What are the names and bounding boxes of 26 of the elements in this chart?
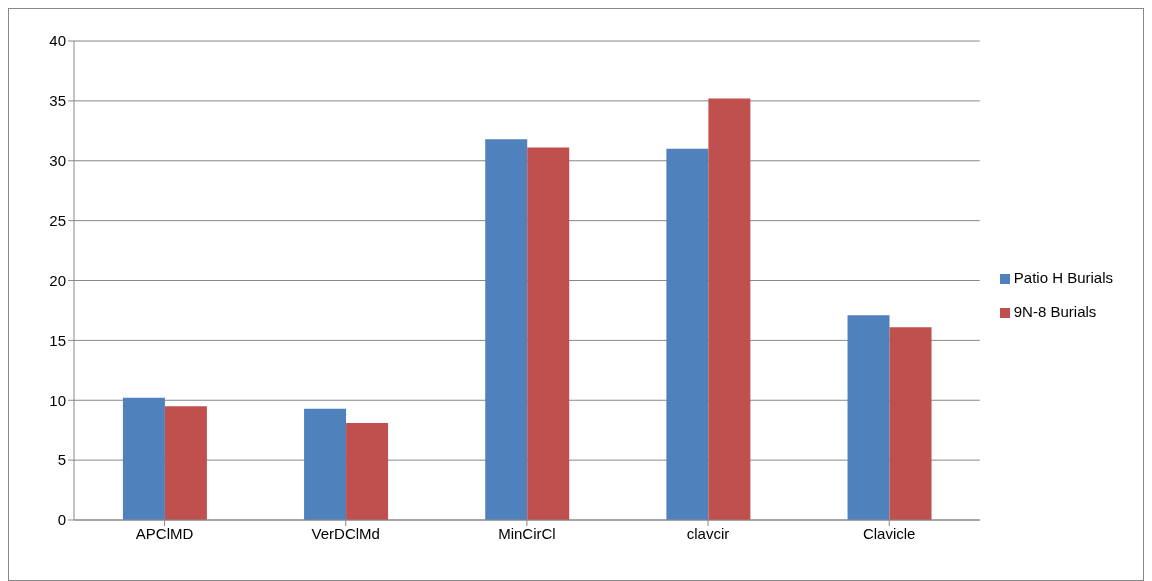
y-tick-label: 10 [49, 391, 66, 409]
y-tick-label: 15 [49, 331, 66, 349]
x-tick-label: clavcir [686, 524, 730, 542]
bar [304, 408, 347, 520]
y-tick-label: 25 [49, 211, 66, 229]
bar [847, 315, 890, 520]
y-tick-label: 0 [57, 511, 66, 529]
bar [346, 423, 389, 520]
x-tick-label: Clavicle [862, 524, 916, 542]
bar [666, 148, 709, 520]
y-tick-label: 40 [49, 32, 66, 50]
bar [164, 406, 207, 520]
x-tick-label: APClMD [135, 524, 194, 542]
bar [527, 147, 570, 520]
bar [708, 98, 751, 520]
bar [122, 397, 165, 520]
y-tick-label: 35 [49, 92, 66, 110]
legend-label: 9N-8 Burials [1013, 302, 1097, 320]
bar [485, 139, 528, 520]
y-tick-label: 30 [49, 152, 66, 170]
y-tick-label: 5 [57, 451, 66, 469]
y-tick-label: 20 [49, 271, 66, 289]
x-tick-label: MinCirCl [498, 524, 556, 542]
bar [889, 327, 932, 520]
x-tick-label: VerDClMd [311, 524, 380, 542]
legend-label: Patio H Burials [1013, 268, 1113, 286]
